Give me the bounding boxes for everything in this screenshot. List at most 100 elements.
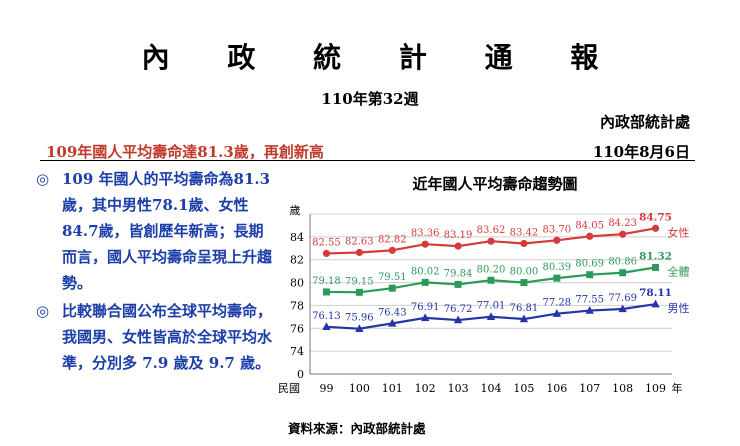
data-point bbox=[388, 318, 397, 327]
data-point bbox=[651, 224, 660, 232]
data-point bbox=[421, 240, 429, 248]
data-label: 80.20 bbox=[477, 264, 506, 275]
y-tick-label: 80 bbox=[290, 277, 304, 290]
x-tick-label: 105 bbox=[513, 382, 534, 395]
data-point bbox=[322, 249, 331, 258]
y-axis-label: 歲 bbox=[290, 203, 301, 217]
x-tick-label: 104 bbox=[481, 382, 502, 395]
y-tick-label: 82 bbox=[290, 254, 304, 267]
data-label: 83.70 bbox=[542, 224, 571, 235]
headline: 109年國人平均壽命達81.3歲，再創新高 bbox=[46, 143, 324, 161]
data-point bbox=[586, 232, 594, 240]
data-label: 84.23 bbox=[608, 218, 637, 229]
bullet-list: ◎ 109 年國人的平均壽命為81.3歲，其中男性78.1歲、女性84.7歲，皆… bbox=[36, 166, 276, 378]
data-point bbox=[388, 284, 396, 292]
x-tick-label: 100 bbox=[349, 382, 370, 395]
data-label: 81.32 bbox=[639, 250, 672, 262]
data-point bbox=[519, 314, 529, 323]
data-label: 80.86 bbox=[608, 257, 637, 268]
x-tick-label: 99 bbox=[319, 382, 333, 395]
data-label: 83.62 bbox=[477, 225, 506, 236]
data-point bbox=[619, 269, 627, 277]
x-tick-label: 101 bbox=[382, 382, 403, 395]
data-label: 76.81 bbox=[510, 303, 539, 314]
life-expectancy-chart: 74 76 78 80 82 84 0 歲 99 100 101 102 103 104 105 106 107… bbox=[278, 203, 690, 395]
chart-title: 近年國人平均壽命趨勢圖 bbox=[412, 175, 578, 193]
data-point bbox=[652, 263, 660, 271]
data-label: 83.42 bbox=[510, 227, 539, 238]
data-label: 82.55 bbox=[312, 237, 341, 248]
bullet-mark: ◎ bbox=[36, 170, 50, 188]
data-label: 79.84 bbox=[444, 268, 473, 279]
data-point bbox=[585, 306, 594, 314]
data-label: 82.63 bbox=[345, 237, 374, 248]
data-point bbox=[487, 276, 495, 284]
x-tick-label: 102 bbox=[415, 382, 436, 395]
data-point bbox=[552, 309, 562, 317]
data-label: 79.15 bbox=[345, 276, 374, 287]
bullet-text: 比較聯合國公布全球平均壽命，我國男、女性皆高於全球平均水準，分別多 7.9 歲及… bbox=[62, 302, 273, 372]
bullet-mark: ◎ bbox=[36, 302, 50, 320]
data-point bbox=[421, 278, 429, 286]
data-label: 83.36 bbox=[411, 228, 440, 239]
x-tick-label: 109 bbox=[645, 382, 666, 395]
data-point bbox=[420, 313, 430, 322]
data-point bbox=[454, 280, 462, 288]
y-tick-label: 84 bbox=[290, 231, 304, 244]
data-point bbox=[586, 271, 594, 279]
data-point bbox=[355, 288, 363, 296]
data-point bbox=[619, 230, 627, 238]
data-point bbox=[618, 304, 627, 313]
y-tick-label: 74 bbox=[290, 345, 304, 358]
header-divider bbox=[40, 160, 695, 161]
data-label: 84.05 bbox=[575, 220, 604, 231]
bullet-text: 109 年國人的平均壽命為81.3歲，其中男性78.1歲、女性84.7歲，皆創歷… bbox=[62, 170, 273, 292]
data-point bbox=[487, 237, 495, 245]
source-note: 資料來源：內政部統計處 bbox=[288, 421, 426, 436]
data-label: 76.91 bbox=[411, 302, 440, 313]
data-label: 83.19 bbox=[444, 230, 473, 241]
x-tick-label: 106 bbox=[546, 382, 567, 395]
agency-name: 內政部統計處 bbox=[599, 113, 690, 131]
y-tick-label: 78 bbox=[290, 299, 304, 312]
data-label: 77.01 bbox=[477, 301, 506, 312]
data-point bbox=[388, 246, 396, 254]
data-label: 75.96 bbox=[345, 313, 374, 324]
x-tick-label: 108 bbox=[612, 382, 633, 395]
y-tick-label: 76 bbox=[290, 322, 304, 335]
x-axis-suffix: 年 bbox=[672, 381, 683, 395]
data-point bbox=[553, 274, 561, 282]
x-tick-label: 107 bbox=[579, 382, 600, 395]
data-label: 77.28 bbox=[542, 298, 571, 309]
data-label: 76.13 bbox=[312, 311, 341, 322]
data-point bbox=[454, 242, 462, 250]
data-label: 80.39 bbox=[542, 262, 571, 273]
bullet-item: ◎ 比較聯合國公布全球平均壽命，我國男、女性皆高於全球平均水準，分別多 7.9 … bbox=[36, 298, 276, 376]
x-axis-prefix: 民國 bbox=[278, 382, 300, 395]
data-label: 76.72 bbox=[444, 304, 473, 315]
publish-date: 110年8月6日 bbox=[592, 143, 690, 161]
legend-circle: 女性 bbox=[668, 225, 690, 239]
data-label: 80.02 bbox=[411, 266, 440, 277]
data-point bbox=[553, 236, 561, 244]
data-point bbox=[486, 312, 496, 320]
data-point bbox=[453, 315, 463, 324]
data-label: 82.82 bbox=[378, 234, 407, 245]
data-label: 80.00 bbox=[510, 267, 539, 278]
data-label: 76.43 bbox=[378, 307, 407, 318]
data-point bbox=[355, 248, 363, 257]
data-label: 79.51 bbox=[378, 272, 407, 283]
page-title: 內 政 統 計 通 報 bbox=[141, 41, 623, 74]
data-label: 80.69 bbox=[575, 259, 604, 270]
data-point bbox=[355, 324, 364, 332]
x-tick-label: 103 bbox=[448, 382, 469, 395]
legend-square: 全體 bbox=[668, 264, 690, 278]
data-point bbox=[651, 299, 660, 308]
issue-number: 110年第32週 bbox=[321, 90, 419, 108]
data-label: 77.55 bbox=[575, 295, 604, 306]
data-label: 84.75 bbox=[639, 211, 672, 223]
data-point bbox=[520, 279, 528, 287]
data-label: 78.11 bbox=[639, 287, 672, 299]
legend-triangle: 男性 bbox=[668, 301, 690, 315]
bullet-item: ◎ 109 年國人的平均壽命為81.3歲，其中男性78.1歲、女性84.7歲，皆… bbox=[36, 166, 276, 296]
